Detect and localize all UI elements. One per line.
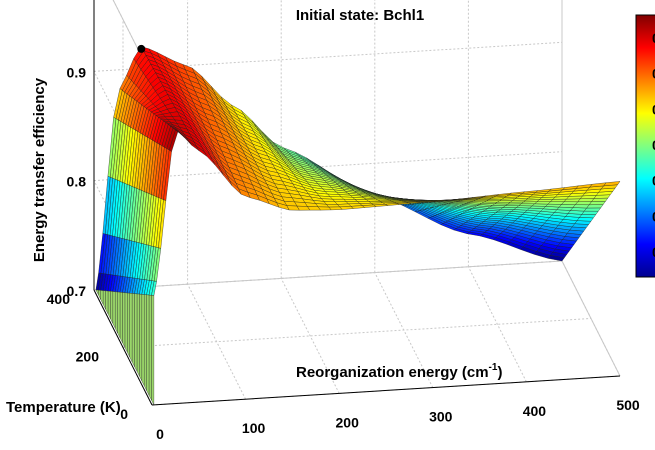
surface-side-patch xyxy=(102,290,106,310)
colorbar-tick-label: 0 xyxy=(652,66,655,82)
surface-patch xyxy=(502,205,520,208)
max-efficiency-marker xyxy=(137,44,146,53)
surface-patch xyxy=(547,201,565,205)
x-tick-label: 400 xyxy=(523,403,547,419)
efficiency-surface xyxy=(95,46,621,405)
y-tick-labels: 0 200 400 xyxy=(47,291,129,422)
surface-side-patch xyxy=(139,293,142,381)
z-tick-labels: 0.70.80.91 xyxy=(67,64,87,299)
x-axis-label-suffix: ) xyxy=(497,364,502,381)
surface-patch xyxy=(534,201,551,205)
z-axis-label: Energy transfer efficiency xyxy=(31,77,48,262)
surface-patch xyxy=(572,204,590,209)
surface-side-patch xyxy=(129,293,133,362)
x-tick-labels: 0 100 200 300 400 500 xyxy=(156,397,640,442)
x-tick-label: 500 xyxy=(616,397,640,413)
surface-side-patch xyxy=(127,292,130,358)
colorbar-tick-labels: 0 0 0 0 0 0 0 xyxy=(652,30,655,260)
x-axis-label-main: Reorganization energy (cm xyxy=(296,364,489,381)
y-tick-label: 0 xyxy=(120,406,128,422)
surface-side-patch xyxy=(110,291,113,324)
surface-patch xyxy=(561,201,579,205)
surface-side-patch xyxy=(95,289,99,295)
colorbar-tick-label: 0 xyxy=(652,173,655,189)
surface-side-patch xyxy=(136,293,140,377)
colorbar-tick-label: 0 xyxy=(652,208,655,224)
surface-patch xyxy=(515,205,533,209)
surface-side-patch xyxy=(148,294,152,401)
surface-side-patch xyxy=(134,293,138,372)
colorbar-tick-label: 0 xyxy=(652,30,655,46)
surface-patch xyxy=(586,204,604,209)
x-axis-label: Reorganization energy (cm-1) xyxy=(296,362,502,381)
x-axis-label-sup: -1 xyxy=(489,362,498,373)
surface-side-patch xyxy=(105,290,109,314)
surface-side-patch xyxy=(146,294,150,396)
x-tick-label: 100 xyxy=(242,420,266,436)
z-tick-label: 0.7 xyxy=(67,283,87,299)
surface-side-patch xyxy=(107,290,111,319)
surface-side-patch xyxy=(115,291,118,334)
surface-patch xyxy=(577,198,595,202)
surface-patch xyxy=(603,181,621,187)
x-tick-label: 200 xyxy=(336,414,360,430)
surface-patch xyxy=(494,202,511,205)
colorbar-tick-label: 0 xyxy=(652,244,655,260)
surface-side-patch xyxy=(100,290,104,305)
z-tick-label: 0.8 xyxy=(67,174,87,190)
surface-patch xyxy=(550,198,567,202)
colorbar xyxy=(635,14,655,278)
surface-patch xyxy=(570,207,588,212)
surface-side-patch xyxy=(119,292,123,343)
surface-side-patch xyxy=(117,291,121,338)
surface-side-patch xyxy=(112,291,116,329)
y-axis-label: Temperature (K) xyxy=(6,399,121,416)
y-tick-label: 400 xyxy=(47,291,71,307)
axis-lines xyxy=(93,0,621,406)
surface-side-patch xyxy=(144,294,147,391)
surface-patch xyxy=(579,214,597,219)
surface-side-patch xyxy=(124,292,128,353)
surface-side-patch xyxy=(141,294,145,386)
x-tick-label: 0 xyxy=(156,426,164,442)
surface-patch xyxy=(574,201,592,205)
surface-side-patch xyxy=(131,293,135,367)
surface-patch xyxy=(581,210,599,215)
colorbar-tick-label: 0 xyxy=(652,101,655,117)
y-tick-label: 200 xyxy=(76,349,100,365)
surface-side-patch xyxy=(122,292,126,348)
chart-title: Initial state: Bchl1 xyxy=(296,7,424,24)
surface-side-patch xyxy=(98,289,101,300)
surface-patch xyxy=(545,203,562,208)
surface-patch xyxy=(588,201,606,205)
z-tick-label: 0.9 xyxy=(67,64,87,80)
surface-patch xyxy=(583,207,602,212)
surface-patch xyxy=(558,204,576,208)
surface-side-patch xyxy=(151,295,155,405)
x-tick-label: 300 xyxy=(429,409,453,425)
colorbar-tick-label: 0 xyxy=(652,137,655,153)
